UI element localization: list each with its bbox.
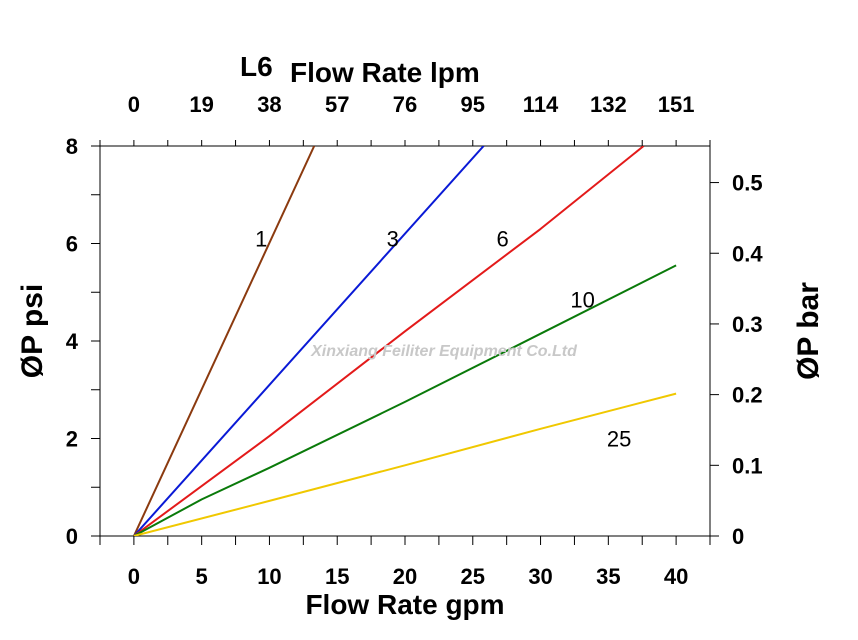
x-tick-label: 30 [528,564,552,589]
x-tick-label: 10 [257,564,281,589]
axes [91,140,719,545]
model-label: L6 [240,51,273,82]
right-tick-label: 0.5 [732,171,763,196]
x-tick-label: 25 [461,564,485,589]
right-tick-label: 0.4 [732,241,763,266]
top-tick-label: 57 [325,92,349,117]
series-line-1 [132,146,316,536]
x-tick-label: 20 [393,564,417,589]
top-tick-label: 76 [393,92,417,117]
y-tick-label: 0 [66,524,78,549]
watermark: Xinxiang Feiliter Equipment Co.Ltd [310,343,578,360]
y-tick-label: 4 [66,329,79,354]
x-axis-title: Flow Rate gpm [305,589,504,620]
right-tick-label: 0 [732,524,744,549]
series-line-25 [133,392,677,536]
series-line-3 [133,146,485,536]
series-label-1: 1 [255,227,267,252]
series-label-25: 25 [607,427,631,452]
series-label-10: 10 [570,288,594,313]
chart-text: L6 Flow Rate lpm Flow Rate gpm ØP psi ØP… [16,51,825,620]
top-tick-label: 132 [590,92,627,117]
series-line-10 [133,264,677,536]
right-axis-title: ØP bar [792,282,825,380]
top-tick-label: 0 [128,92,140,117]
top-tick-label: 19 [189,92,213,117]
series-label-3: 3 [387,227,399,252]
right-tick-label: 0.3 [732,312,763,337]
x-tick-label: 15 [325,564,349,589]
y-tick-label: 6 [66,232,78,257]
x-tick-label: 0 [128,564,140,589]
y-tick-label: 8 [66,134,78,159]
top-tick-label: 114 [523,92,559,117]
series-label-6: 6 [496,227,508,252]
top-tick-label: 38 [257,92,281,117]
right-tick-label: 0.2 [732,383,763,408]
x-tick-label: 35 [596,564,620,589]
series-line-6 [133,146,645,536]
y-axis-title: ØP psi [16,284,49,378]
y-tick-label: 2 [66,427,78,452]
series-lines [132,146,677,536]
right-tick-label: 0.1 [732,453,763,478]
top-tick-label: 95 [461,92,485,117]
x-tick-label: 5 [196,564,208,589]
top-axis-title: Flow Rate lpm [290,57,480,88]
top-tick-label: 151 [658,92,695,117]
x-tick-label: 40 [664,564,688,589]
